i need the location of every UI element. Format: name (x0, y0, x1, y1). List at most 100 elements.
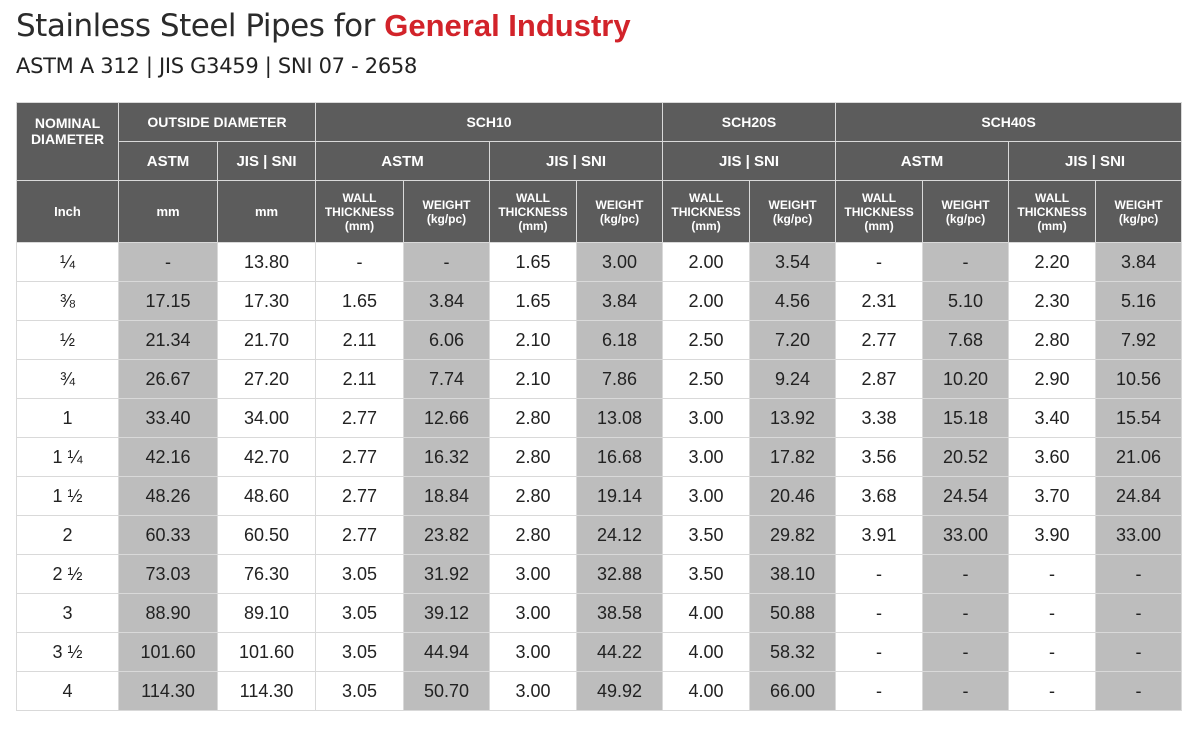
header-weight-line: WEIGHT (1114, 197, 1163, 212)
table-cell: - (1008, 593, 1097, 633)
header-wall-thickness-line: THICKNESS (844, 204, 914, 219)
table-cell: 18.84 (403, 476, 491, 516)
table-cell: 17.30 (216, 281, 317, 321)
table-cell: 2.77 (835, 320, 924, 360)
nominal-diameter-cell: 4 (16, 671, 119, 711)
table-cell: - (835, 554, 924, 594)
table-cell: - (1008, 632, 1097, 672)
table-cell: 44.22 (576, 632, 664, 672)
table-cell: 3.50 (662, 554, 751, 594)
nominal-diameter-cell: 2 ½ (16, 554, 119, 594)
table-cell: 101.60 (216, 632, 317, 672)
table-cell: 39.12 (403, 593, 491, 633)
header-wall-thickness-line: (mm) (518, 218, 548, 233)
header-sch40s: SCH40S (835, 102, 1183, 142)
table-cell: 33.40 (118, 398, 218, 438)
table-cell: 12.66 (403, 398, 491, 438)
table-cell: 17.82 (749, 437, 837, 477)
table-cell: 42.16 (118, 437, 218, 477)
header-weight: WEIGHT (kg/pc) (1095, 180, 1183, 243)
header-sch40s-jis-sni: JIS | SNI (1008, 141, 1183, 181)
table-cell: 2.10 (489, 320, 578, 360)
table-cell: - (922, 554, 1010, 594)
table-cell: - (922, 242, 1010, 282)
header-wall-thickness-line: (mm) (864, 218, 894, 233)
nominal-diameter-cell: ⅜ (16, 281, 119, 321)
table-cell: 2.77 (315, 437, 405, 477)
page-title: Stainless Steel Pipes for General Indust… (16, 6, 631, 46)
table-cell: - (1008, 554, 1097, 594)
table-cell: 2.77 (315, 398, 405, 438)
header-wall-thickness-line: WALL (342, 190, 377, 205)
table-cell: 3.60 (1008, 437, 1097, 477)
table-cell: 13.08 (576, 398, 664, 438)
table-cell: 23.82 (403, 515, 491, 555)
table-cell: 3.84 (403, 281, 491, 321)
table-cell: 2.80 (489, 398, 578, 438)
table-cell: 3.84 (576, 281, 664, 321)
header-wall-thickness-line: WALL (862, 190, 897, 205)
table-cell: 38.10 (749, 554, 837, 594)
header-sch10-astm: ASTM (315, 141, 491, 181)
header-weight-line: WEIGHT (595, 197, 644, 212)
table-cell: - (922, 593, 1010, 633)
table-cell: 3.00 (489, 671, 578, 711)
table-cell: 2.90 (1008, 359, 1097, 399)
table-cell: 2.80 (1008, 320, 1097, 360)
nominal-diameter-cell: 3 ½ (16, 632, 119, 672)
table-cell: 27.20 (216, 359, 317, 399)
header-weight-line: (kg/pc) (599, 211, 640, 226)
header-wall-thickness-line: THICKNESS (324, 204, 395, 219)
header-wall-thickness: WALL THICKNESS (mm) (662, 180, 751, 243)
table-cell: 4.56 (749, 281, 837, 321)
header-weight: WEIGHT (kg/pc) (749, 180, 837, 243)
table-row: ⅜ 17.15 17.30 1.65 3.84 1.65 3.84 2.00 4.56 2.31 5… (16, 281, 1183, 321)
table-cell: 3.05 (315, 671, 405, 711)
table-cell: 2.80 (489, 437, 578, 477)
header-wall-thickness-line: WALL (516, 190, 551, 205)
table-cell: - (1095, 593, 1183, 633)
table-cell: 20.46 (749, 476, 837, 516)
table-cell: 13.80 (216, 242, 317, 282)
table-cell: 73.03 (118, 554, 218, 594)
table-cell: 7.74 (403, 359, 491, 399)
table-row: 3 ½ 101.60 101.60 3.05 44.94 3.00 44.22 4.00 58.… (16, 632, 1183, 672)
table-cell: 10.20 (922, 359, 1010, 399)
header-sch40s-astm: ASTM (835, 141, 1010, 181)
table-row: ¼ -13.80- -1.65 3.00 2.00 3.54- -2.20 3.84 (16, 242, 1183, 282)
table-cell: 21.06 (1095, 437, 1183, 477)
table-row: 3 88.90 89.10 3.05 39.12 3.00 38.58 4.00 50.88- -… (16, 593, 1183, 633)
header-wall-thickness: WALL THICKNESS (mm) (315, 180, 405, 243)
table-cell: 2.11 (315, 320, 405, 360)
nominal-diameter-cell: ¾ (16, 359, 119, 399)
table-cell: 2.80 (489, 476, 578, 516)
table-cell: 2.30 (1008, 281, 1097, 321)
header-sch10: SCH10 (315, 102, 664, 142)
table-row: ¾ 26.67 27.20 2.11 7.74 2.10 7.86 2.50 9.24 2.87 1… (16, 359, 1183, 399)
table-cell: 3.40 (1008, 398, 1097, 438)
nominal-diameter-cell: 1 ½ (16, 476, 119, 516)
table-cell: 15.18 (922, 398, 1010, 438)
header-nominal-diameter: NOMINAL DIAMETER (16, 102, 119, 181)
header-od-jis-sni: JIS | SNI (216, 141, 317, 181)
table-cell: 4.00 (662, 632, 751, 672)
table-cell: 29.82 (749, 515, 837, 555)
table-cell: 2.77 (315, 515, 405, 555)
table-cell: - (1095, 671, 1183, 711)
header-wall-thickness: WALL THICKNESS (mm) (489, 180, 578, 243)
table-cell: 3.00 (662, 437, 751, 477)
table-cell: - (835, 632, 924, 672)
table-cell: 2.00 (662, 281, 751, 321)
table-cell: 48.26 (118, 476, 218, 516)
table-cell: - (1095, 554, 1183, 594)
table-cell: 2.87 (835, 359, 924, 399)
table-cell: 7.92 (1095, 320, 1183, 360)
table-cell: 60.33 (118, 515, 218, 555)
table-cell: 3.56 (835, 437, 924, 477)
table-cell: 3.54 (749, 242, 837, 282)
table-cell: 21.34 (118, 320, 218, 360)
table-cell: 7.20 (749, 320, 837, 360)
table-cell: 16.68 (576, 437, 664, 477)
table-cell: 3.70 (1008, 476, 1097, 516)
nominal-diameter-cell: 1 ¼ (16, 437, 119, 477)
